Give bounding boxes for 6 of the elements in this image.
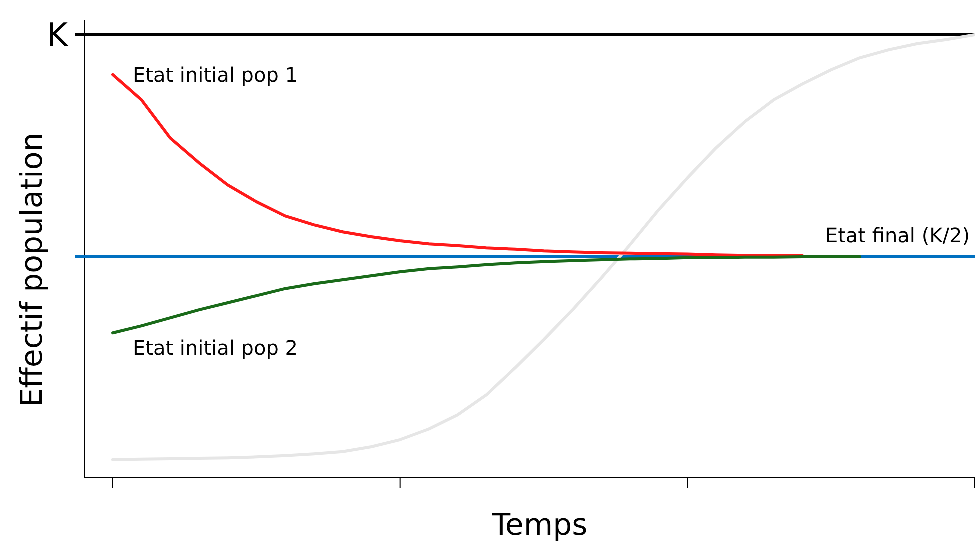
series-label: Etat initial pop 1 [133,62,298,87]
series-label: Etat initial pop 2 [133,336,298,360]
x-axis-title: Temps [491,508,588,542]
ref-line-label: K [47,16,70,54]
ref-line-label: Etat final (K/2) [825,224,970,248]
y-axis-title: Effectif population [15,132,50,408]
